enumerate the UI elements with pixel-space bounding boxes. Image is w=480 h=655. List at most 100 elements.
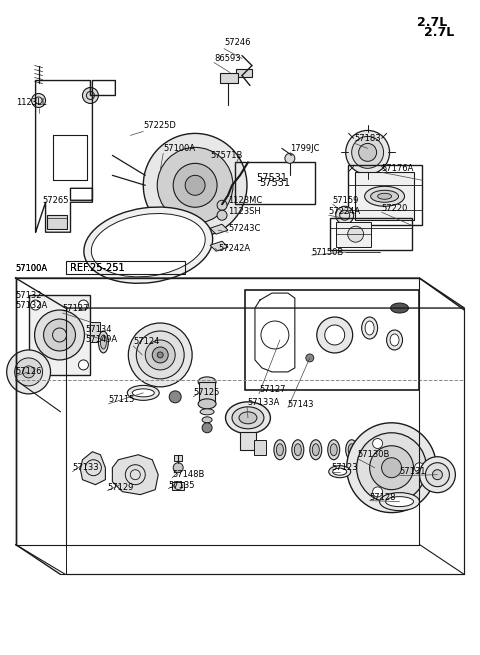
Ellipse shape	[200, 409, 214, 415]
Text: 2.7L: 2.7L	[417, 16, 447, 29]
Text: 57135: 57135	[168, 481, 195, 490]
Ellipse shape	[330, 443, 337, 456]
Text: 57143: 57143	[288, 400, 314, 409]
Text: 57176A: 57176A	[382, 164, 414, 173]
Ellipse shape	[84, 207, 213, 284]
Bar	[52, 136, 87, 180]
Circle shape	[348, 226, 364, 242]
Text: 57127: 57127	[62, 303, 89, 312]
Circle shape	[425, 462, 449, 487]
Text: 57133A: 57133A	[247, 398, 279, 407]
Text: 2.7L: 2.7L	[424, 26, 455, 39]
Ellipse shape	[239, 412, 257, 424]
Circle shape	[217, 200, 227, 210]
Circle shape	[357, 433, 426, 502]
Ellipse shape	[329, 466, 351, 477]
Ellipse shape	[274, 440, 286, 460]
Circle shape	[31, 360, 41, 370]
Text: 57242A: 57242A	[218, 244, 250, 253]
Ellipse shape	[364, 440, 376, 460]
Ellipse shape	[276, 443, 283, 456]
Circle shape	[83, 88, 98, 103]
Circle shape	[336, 206, 354, 224]
Ellipse shape	[198, 399, 216, 409]
Text: 57100A: 57100A	[163, 144, 195, 153]
Polygon shape	[81, 452, 106, 485]
Text: 57130B: 57130B	[358, 450, 390, 459]
Text: 57115: 57115	[108, 396, 135, 404]
Text: 57246: 57246	[224, 38, 251, 47]
Text: 1123SH: 1123SH	[228, 207, 261, 215]
Ellipse shape	[226, 402, 270, 434]
Ellipse shape	[346, 440, 358, 460]
Bar	[65, 261, 185, 274]
Text: 57149A: 57149A	[85, 335, 118, 345]
Polygon shape	[210, 224, 228, 234]
Circle shape	[382, 458, 402, 477]
Ellipse shape	[365, 321, 374, 335]
Circle shape	[31, 300, 41, 310]
Ellipse shape	[198, 377, 216, 387]
Text: 57127: 57127	[259, 385, 286, 394]
Text: 57131: 57131	[399, 467, 426, 476]
Circle shape	[23, 366, 35, 378]
Bar	[90, 322, 100, 342]
Bar	[330, 218, 411, 250]
Text: REF.25-251: REF.25-251	[71, 263, 125, 273]
Circle shape	[78, 300, 88, 310]
Bar	[348, 165, 422, 225]
Ellipse shape	[333, 468, 347, 475]
Ellipse shape	[310, 440, 322, 460]
Circle shape	[359, 143, 377, 161]
Bar	[336, 222, 371, 247]
Text: 57125: 57125	[193, 388, 219, 398]
Circle shape	[372, 438, 383, 449]
Text: 57531: 57531	[256, 174, 288, 183]
Bar	[47, 215, 67, 229]
Circle shape	[202, 422, 212, 433]
Circle shape	[157, 352, 163, 358]
Text: REF.25-251: REF.25-251	[71, 263, 125, 273]
Text: 57132A: 57132A	[16, 301, 48, 310]
Text: 57100A: 57100A	[16, 263, 48, 272]
Circle shape	[169, 391, 181, 403]
Circle shape	[144, 134, 247, 237]
Ellipse shape	[294, 443, 301, 456]
Text: 57571B: 57571B	[210, 151, 242, 160]
Text: 57129: 57129	[108, 483, 134, 492]
Text: 1799JC: 1799JC	[290, 144, 319, 153]
Bar	[235, 162, 315, 204]
Text: 1123LL: 1123LL	[16, 98, 46, 107]
Circle shape	[217, 210, 227, 220]
Ellipse shape	[361, 317, 378, 339]
Circle shape	[32, 94, 46, 107]
Circle shape	[44, 319, 75, 351]
Circle shape	[128, 323, 192, 387]
Ellipse shape	[202, 417, 212, 422]
Ellipse shape	[390, 334, 399, 346]
Bar	[355, 172, 415, 220]
Text: 57148B: 57148B	[172, 470, 204, 479]
Text: 57159: 57159	[333, 196, 359, 205]
Ellipse shape	[391, 303, 408, 313]
Ellipse shape	[366, 443, 373, 456]
Text: 57265: 57265	[43, 196, 69, 205]
Circle shape	[285, 153, 295, 163]
Ellipse shape	[127, 385, 159, 400]
Circle shape	[185, 176, 205, 195]
Circle shape	[347, 422, 436, 513]
Text: 1123MC: 1123MC	[228, 196, 262, 205]
Ellipse shape	[98, 331, 108, 353]
Bar	[172, 481, 184, 490]
Text: 57150B: 57150B	[312, 248, 344, 257]
Text: 57133: 57133	[72, 463, 99, 472]
Circle shape	[15, 358, 43, 386]
Ellipse shape	[100, 335, 107, 349]
Text: 57224A: 57224A	[329, 207, 361, 215]
Text: 57134: 57134	[85, 326, 112, 335]
Circle shape	[352, 136, 384, 168]
Circle shape	[173, 163, 217, 207]
Polygon shape	[210, 241, 228, 251]
Circle shape	[157, 147, 233, 223]
Text: 86593: 86593	[214, 54, 240, 63]
